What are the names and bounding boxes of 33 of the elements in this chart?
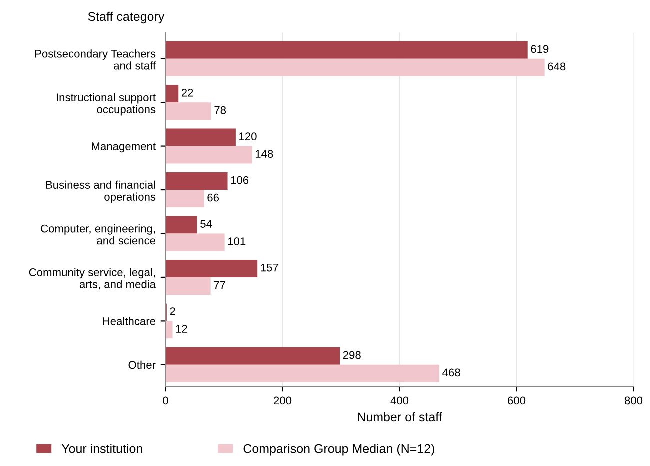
y-axis-title: Staff category [88, 12, 165, 24]
y-tick-label: Management [92, 142, 156, 153]
y-tick-label: Healthcare [103, 317, 156, 326]
y-tick-label: Other [128, 360, 156, 370]
y-tick-label: Business and financial operations [46, 180, 156, 204]
y-tick-label: Community service, legal, arts, and media [29, 268, 156, 290]
y-tick-label: Postsecondary Teachers and staff [35, 50, 156, 70]
data-label: 54 [200, 220, 212, 228]
data-label: 2 [170, 308, 176, 316]
data-label: 106 [231, 176, 249, 184]
data-label: 619 [531, 45, 549, 54]
y-tick-label: Computer, engineering, and science [41, 224, 156, 245]
x-tick-label: 800 [624, 396, 643, 405]
x-tick-label: 200 [274, 396, 292, 405]
legend-label: Your institution [62, 444, 142, 454]
data-label: 77 [214, 281, 226, 290]
data-label: 157 [261, 264, 278, 272]
x-tick-label: 600 [508, 396, 526, 405]
data-label: 66 [208, 194, 220, 202]
data-label: 101 [228, 238, 246, 246]
data-label: 78 [214, 106, 226, 114]
data-label: 648 [548, 62, 566, 71]
data-label: 298 [343, 351, 361, 360]
x-axis-title: Number of staff [358, 412, 442, 422]
data-label: 468 [442, 368, 460, 377]
data-label: 120 [240, 132, 257, 141]
x-tick-label: 400 [390, 396, 409, 405]
legend-label: Comparison Group Median (N=12) [244, 444, 434, 456]
x-tick-label: 0 [163, 396, 168, 405]
y-tick-label: Instructional support occupations [57, 93, 156, 116]
data-label: 12 [176, 325, 188, 333]
data-label: 22 [182, 88, 194, 97]
data-label: 148 [256, 150, 274, 158]
